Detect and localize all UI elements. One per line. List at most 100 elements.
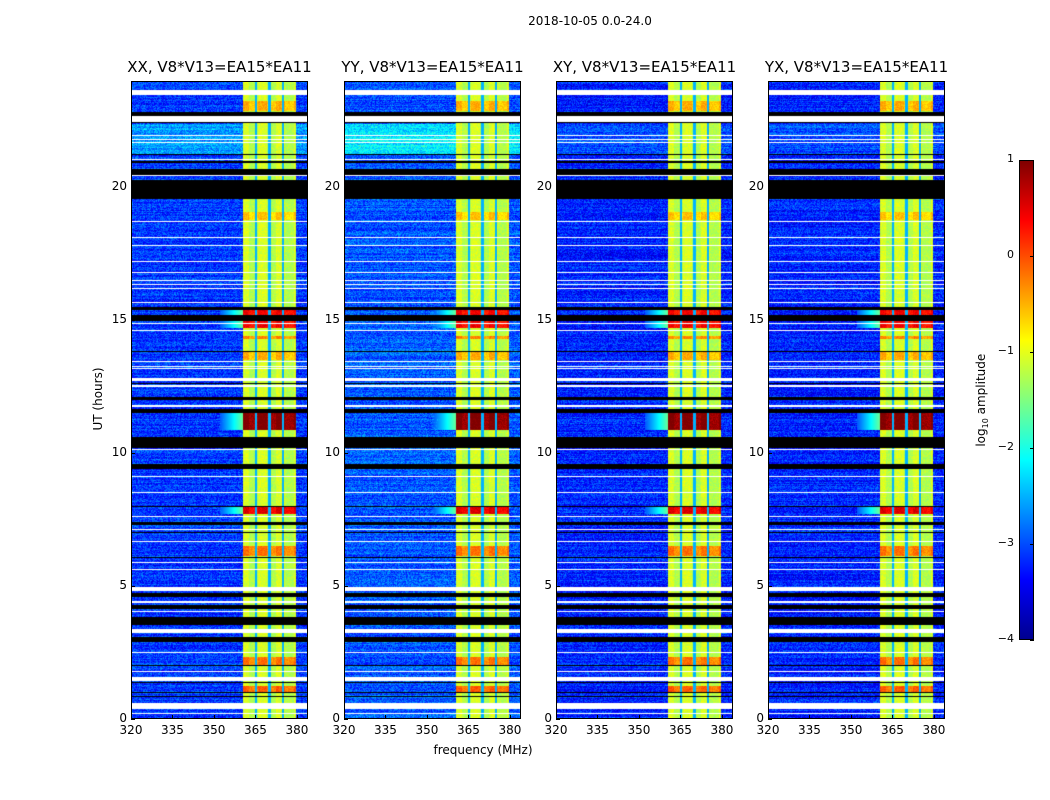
- y-tick-mark: [131, 453, 135, 455]
- figure-suptitle: 2018-10-05 0.0-24.0: [528, 14, 652, 28]
- y-tick-mark: [344, 453, 348, 455]
- y-tick-label: 5: [332, 578, 340, 593]
- heatmap-panel: [131, 81, 308, 719]
- x-tick-mark: [768, 715, 769, 719]
- x-tick-mark: [892, 715, 894, 719]
- colorbar-label-log: log: [973, 428, 988, 447]
- x-tick-mark: [933, 715, 935, 719]
- y-tick-label: 15: [111, 312, 127, 327]
- colorbar-tick-label: 1: [1007, 152, 1014, 165]
- x-tick-label: 365: [457, 723, 480, 737]
- x-tick-mark: [809, 715, 811, 719]
- y-tick-mark: [131, 187, 135, 189]
- x-axis-label: frequency (MHz): [433, 743, 533, 757]
- y-tick-label: 5: [544, 578, 552, 593]
- y-tick-label: 20: [536, 179, 552, 194]
- y-tick-mark: [768, 187, 772, 189]
- x-tick-mark: [344, 715, 345, 719]
- heatmap-canvas: [345, 82, 520, 718]
- y-tick-label: 10: [111, 445, 127, 460]
- colorbar-label: log10 amplitude: [974, 340, 990, 460]
- x-tick-label: 365: [669, 723, 692, 737]
- colorbar-tick-label: −4: [997, 632, 1014, 645]
- colorbar-tick-label: −3: [997, 536, 1014, 549]
- x-tick-mark: [556, 715, 557, 719]
- x-tick-label: 335: [374, 723, 397, 737]
- y-tick-label: 10: [748, 445, 764, 460]
- x-tick-label: 380: [285, 723, 309, 737]
- y-tick-mark: [556, 320, 560, 322]
- x-tick-mark: [426, 715, 428, 719]
- y-tick-mark: [556, 586, 560, 588]
- x-tick-label: 320: [119, 723, 143, 737]
- y-tick-mark: [131, 586, 135, 588]
- y-tick-mark: [344, 586, 348, 588]
- y-tick-label: 20: [748, 179, 764, 194]
- y-tick-label: 10: [324, 445, 340, 460]
- x-tick-label: 320: [544, 723, 568, 737]
- colorbar-label-sub: 10: [981, 418, 991, 429]
- colorbar-tick-label: −2: [997, 440, 1014, 453]
- colorbar-tick-mark: [1030, 640, 1034, 641]
- colorbar: [1019, 160, 1034, 640]
- x-tick-mark: [296, 715, 298, 719]
- panel-title: YY, V8*V13=EA15*EA11: [341, 58, 524, 76]
- colorbar-tick-label: 0: [1007, 248, 1014, 261]
- x-tick-label: 320: [332, 723, 356, 737]
- x-tick-mark: [255, 715, 257, 719]
- y-tick-label: 15: [324, 312, 340, 327]
- x-tick-mark: [131, 715, 132, 719]
- y-tick-label: 5: [119, 578, 127, 593]
- x-tick-label: 380: [922, 723, 946, 737]
- y-tick-label: 10: [536, 445, 552, 460]
- colorbar-tick-mark: [1030, 256, 1034, 257]
- heatmap-canvas: [132, 82, 307, 718]
- x-tick-mark: [385, 715, 387, 719]
- y-axis-label: UT (hours): [91, 367, 105, 431]
- y-tick-label: 0: [119, 711, 127, 725]
- x-tick-mark: [721, 715, 723, 719]
- x-tick-mark: [680, 715, 682, 719]
- x-tick-mark: [638, 715, 640, 719]
- colorbar-tick-mark: [1030, 448, 1034, 449]
- y-tick-mark: [556, 719, 560, 720]
- colorbar-label-rest: amplitude: [973, 353, 988, 419]
- heatmap-panel: [556, 81, 733, 719]
- y-tick-label: 15: [748, 312, 764, 327]
- x-tick-label: 335: [586, 723, 609, 737]
- x-tick-label: 380: [710, 723, 734, 737]
- panel-title: XX, V8*V13=EA15*EA11: [127, 58, 312, 76]
- x-tick-label: 350: [839, 723, 863, 737]
- x-tick-mark: [597, 715, 599, 719]
- y-tick-mark: [556, 453, 560, 455]
- heatmap-panel: [768, 81, 945, 719]
- heatmap-canvas: [557, 82, 732, 718]
- x-tick-mark: [468, 715, 470, 719]
- x-tick-label: 380: [498, 723, 522, 737]
- colorbar-tick-mark: [1030, 544, 1034, 545]
- y-tick-label: 15: [536, 312, 552, 327]
- y-tick-mark: [768, 320, 772, 322]
- x-tick-mark: [213, 715, 215, 719]
- heatmap-panel: [344, 81, 521, 719]
- y-tick-label: 0: [544, 711, 552, 725]
- y-tick-label: 0: [756, 711, 764, 725]
- y-tick-mark: [131, 719, 135, 720]
- panel-title: YX, V8*V13=EA15*EA11: [764, 58, 949, 76]
- heatmap-canvas: [769, 82, 944, 718]
- y-tick-label: 20: [111, 179, 127, 194]
- x-tick-mark: [509, 715, 511, 719]
- x-tick-label: 350: [202, 723, 226, 737]
- x-tick-label: 365: [881, 723, 904, 737]
- y-tick-mark: [768, 586, 772, 588]
- y-tick-label: 20: [324, 179, 340, 194]
- x-tick-label: 350: [627, 723, 651, 737]
- y-tick-mark: [556, 187, 560, 189]
- colorbar-tick-mark: [1030, 160, 1034, 161]
- colorbar-tick-mark: [1030, 352, 1034, 353]
- y-tick-mark: [344, 719, 348, 720]
- y-tick-mark: [768, 719, 772, 720]
- x-tick-label: 350: [415, 723, 439, 737]
- y-tick-mark: [768, 453, 772, 455]
- y-tick-mark: [344, 320, 348, 322]
